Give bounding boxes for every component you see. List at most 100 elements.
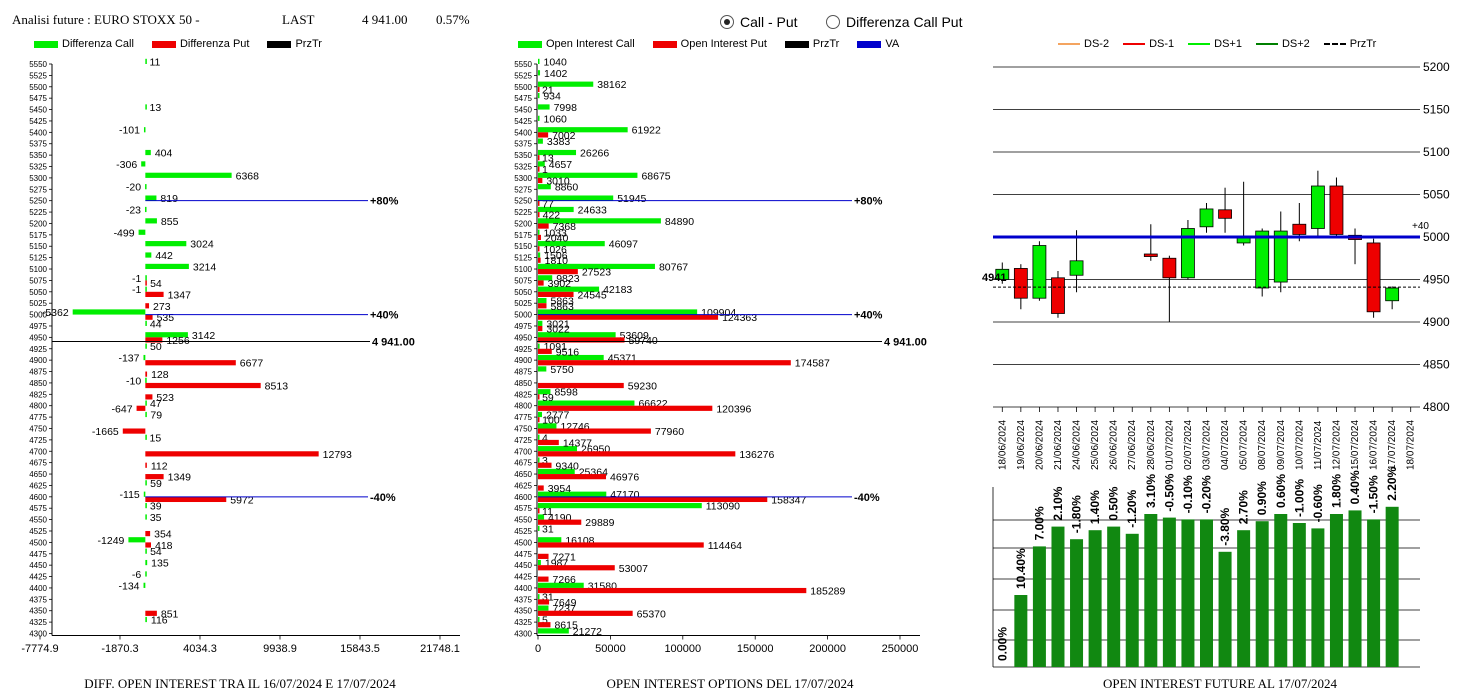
data-label-diff: -23 [126,204,141,216]
bar-call-oi [538,616,540,623]
radio-unselected-icon [826,15,840,29]
strike-label-diff: 5375 [29,140,47,149]
bar-call-oi [538,115,540,121]
ref-label-diff: +40% [370,310,399,322]
bar-put-oi [538,417,540,423]
data-label-oi: 9516 [556,346,580,358]
candle-date-label: 16/07/2024 [1369,420,1380,470]
legend-line-ds+2 [1255,43,1278,45]
candle-date-label: 04/07/2024 [1220,420,1231,470]
bar-call-oi [538,525,540,531]
bar-call-diff [143,582,146,588]
strike-label-oi: 4825 [514,390,532,399]
data-label-oi: 24633 [578,204,607,216]
strike-label-oi: 4600 [514,493,532,502]
bar-put-diff [145,530,151,537]
data-label-oi: 2040 [545,232,569,244]
bar-call-oi [538,343,540,349]
bar-call-diff [145,377,147,383]
candle-date-label: 09/07/2024 [1276,420,1287,470]
bar-call-diff [145,332,188,338]
candle-body [1292,223,1307,235]
data-label-diff: 116 [151,615,168,627]
strike-label-diff: 5425 [29,117,47,126]
legend-label: PrzTr [812,38,840,50]
strike-label-oi: 4775 [514,413,532,422]
strike-label-oi: 5450 [514,106,532,115]
bar-call-oi [538,206,574,213]
bar-put-oi [538,382,624,389]
legend-right: DS-2 DS-1 DS+1 DS+2 PrzTr [1058,38,1376,50]
last-label: LAST [282,12,315,27]
strike-label-diff: 4850 [29,379,47,388]
data-label-oi: 3021 [546,318,570,330]
data-label-oi: 1040 [544,56,568,68]
strike-label-diff: 5025 [29,299,47,308]
ref-label-oi: +40% [854,310,883,322]
data-label-diff: -134 [119,580,140,592]
bar-call-oi [538,70,541,76]
strike-label-diff: 5075 [29,276,47,285]
radio-differenza-label: Differenza Call Put [846,14,963,30]
data-label-oi: 51945 [617,193,646,205]
strike-label-oi: 4900 [514,356,532,365]
future-bar [1088,530,1102,667]
strike-label-oi: 4350 [514,607,532,616]
data-label-oi: 113090 [706,501,740,513]
data-label-diff: 6677 [240,358,264,370]
bar-put-diff [145,542,152,548]
legend-line-ds-2 [1058,43,1080,45]
bar-put-oi [538,325,543,332]
bar-call-oi [538,446,578,452]
bar-call-oi [538,58,540,64]
legend-swatch-call [518,40,542,48]
bar-call-diff [145,241,187,247]
future-bar-label: -3.80% [1218,507,1232,545]
candle-date-label: 21/06/2024 [1053,420,1064,470]
bar-put-oi [538,485,544,491]
data-label-oi: 21 [542,84,554,96]
data-label-oi: 77960 [655,426,684,438]
data-label-diff: 12793 [323,449,352,461]
bar-call-diff [145,195,157,201]
future-bar-label: 0.40% [1348,470,1362,504]
candle-body [1218,209,1232,219]
change-value: 0.57% [436,12,470,27]
bar-call-diff [145,343,147,349]
x-tick-label-oi: 0 [535,643,541,655]
bar-call-oi [538,411,543,418]
data-label-oi: 26266 [580,148,609,160]
data-label-oi: 422 [543,210,561,222]
data-label-oi: 46976 [610,472,639,484]
data-label-diff: -10 [126,375,141,387]
data-label-diff: 3024 [190,239,214,251]
strike-label-diff: 5250 [29,197,47,206]
strike-label-diff: 4525 [29,527,47,536]
data-label-oi: 9823 [556,273,580,285]
strike-label-diff: 5550 [29,60,47,69]
strike-label-oi: 5200 [514,219,532,228]
bar-call-diff [145,206,147,213]
data-label-diff: 47 [150,398,162,410]
bar-call-oi [538,184,551,190]
bar-put-oi [538,360,791,366]
bar-put-diff [145,314,153,320]
bar-call-oi [538,559,541,566]
strike-label-oi: 5075 [514,276,532,285]
candle-date-label: 25/06/2024 [1090,420,1101,470]
bar-call-diff [145,320,147,326]
ref-label-diff: -40% [370,492,396,504]
strike-label-diff: 4450 [29,561,47,570]
bar-call-oi [538,252,541,258]
candle-date-label: 03/07/2024 [1202,420,1213,470]
data-label-oi: 42183 [603,284,632,296]
strike-label-diff: 5475 [29,94,47,103]
future-bar [1385,506,1399,667]
radio-differenza[interactable]: Differenza Call Put [826,14,962,30]
candle-body [1069,260,1084,276]
strike-label-diff: 4675 [29,459,47,468]
ref-label-oi: -40% [854,492,880,504]
bar-call-diff [145,104,147,110]
radio-call-put[interactable]: Call - Put [720,14,798,30]
data-label-oi: 21272 [573,626,602,638]
